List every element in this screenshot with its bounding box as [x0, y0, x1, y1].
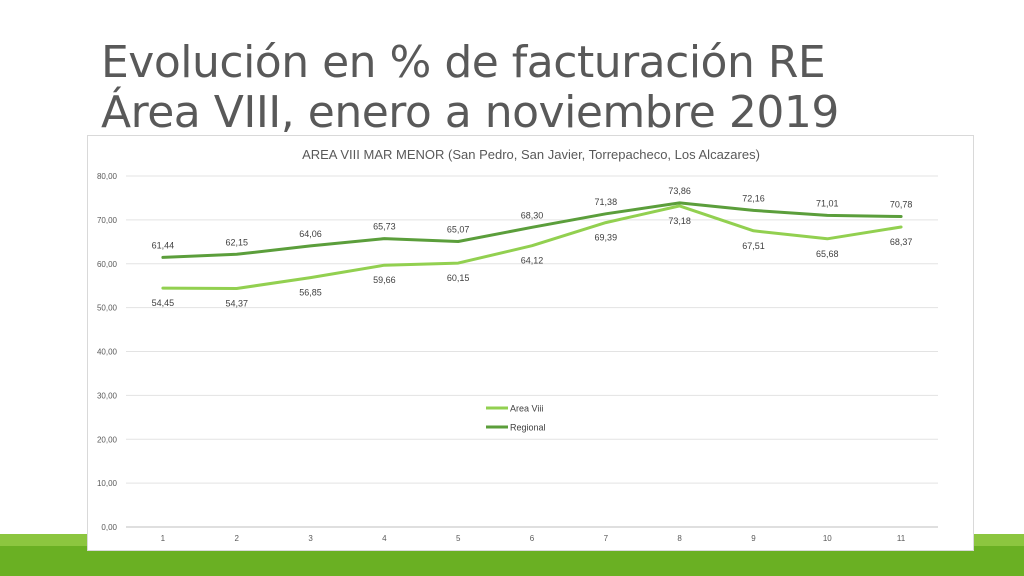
x-tick-label: 2: [235, 534, 240, 543]
grid-lines: [126, 175, 938, 528]
x-tick-label: 7: [604, 534, 609, 543]
data-label: 65,73: [373, 222, 396, 232]
data-label: 68,30: [521, 210, 544, 220]
y-tick-label: 80,00: [97, 172, 118, 181]
data-label: 71,01: [816, 198, 839, 208]
series-lines: [161, 201, 903, 290]
x-tick-label: 8: [677, 534, 682, 543]
footer-band-dark: [0, 546, 1024, 576]
legend: Area Viii Regional: [486, 404, 546, 433]
slide-title: Evolución en % de facturación RE Área VI…: [101, 38, 1001, 138]
x-tick-label: 6: [530, 534, 535, 543]
y-tick-label: 10,00: [97, 479, 118, 488]
data-label: 68,37: [890, 237, 913, 247]
data-label: 73,86: [668, 186, 691, 196]
x-tick-label: 3: [308, 534, 313, 543]
y-tick-label: 50,00: [97, 304, 118, 313]
y-tick-label: 20,00: [97, 435, 118, 444]
x-tick-label: 10: [823, 534, 832, 543]
data-label: 60,15: [447, 273, 470, 283]
y-tick-label: 70,00: [97, 216, 118, 225]
x-tick-label: 4: [382, 534, 387, 543]
x-tick-label: 5: [456, 534, 461, 543]
data-label: 64,12: [521, 256, 544, 266]
x-tick-label: 9: [751, 534, 756, 543]
data-label: 70,78: [890, 199, 913, 209]
line-chart: AREA VIII MAR MENOR (San Pedro, San Javi…: [97, 147, 938, 543]
series-line-regional: [161, 201, 903, 259]
chart-frame: AREA VIII MAR MENOR (San Pedro, San Javi…: [87, 135, 974, 551]
y-axis-ticks: 0,00 10,00 20,00 30,00 40,00 50,00 60,00 70,00 8…: [97, 172, 118, 532]
data-label: 62,15: [225, 237, 248, 247]
data-label: 69,39: [595, 233, 618, 243]
x-axis-ticks: 1 2 3 4 5 6 7 8 9 10 11: [161, 534, 906, 543]
data-label: 54,45: [152, 298, 175, 308]
legend-label-regional: Regional: [510, 423, 546, 433]
data-label: 65,68: [816, 249, 839, 259]
series-line-area-viii: [161, 204, 903, 290]
data-label: 71,38: [595, 197, 618, 207]
x-tick-label: 11: [897, 534, 906, 543]
y-tick-label: 40,00: [97, 348, 118, 357]
y-tick-label: 60,00: [97, 260, 118, 269]
slide-title-line-2: Área VIII, enero a noviembre 2019: [101, 87, 839, 138]
data-labels: 54,45 54,37 56,85 59,66 60,15 64,12 69,39 73,18…: [152, 186, 913, 309]
data-label: 61,44: [152, 240, 175, 250]
data-label: 65,07: [447, 225, 470, 235]
data-label: 56,85: [299, 288, 322, 298]
x-tick-label: 1: [161, 534, 166, 543]
data-label: 54,37: [225, 298, 248, 308]
data-label: 72,16: [742, 193, 765, 203]
data-label: 59,66: [373, 275, 396, 285]
slide-title-line-1: Evolución en % de facturación RE: [101, 37, 826, 88]
y-tick-label: 30,00: [97, 391, 118, 400]
data-label: 73,18: [668, 216, 691, 226]
legend-label-area-viii: Area Viii: [510, 404, 543, 414]
data-label: 67,51: [742, 241, 765, 251]
y-tick-label: 0,00: [101, 523, 117, 532]
chart-title: AREA VIII MAR MENOR (San Pedro, San Javi…: [302, 147, 760, 162]
data-label: 64,06: [299, 229, 322, 239]
